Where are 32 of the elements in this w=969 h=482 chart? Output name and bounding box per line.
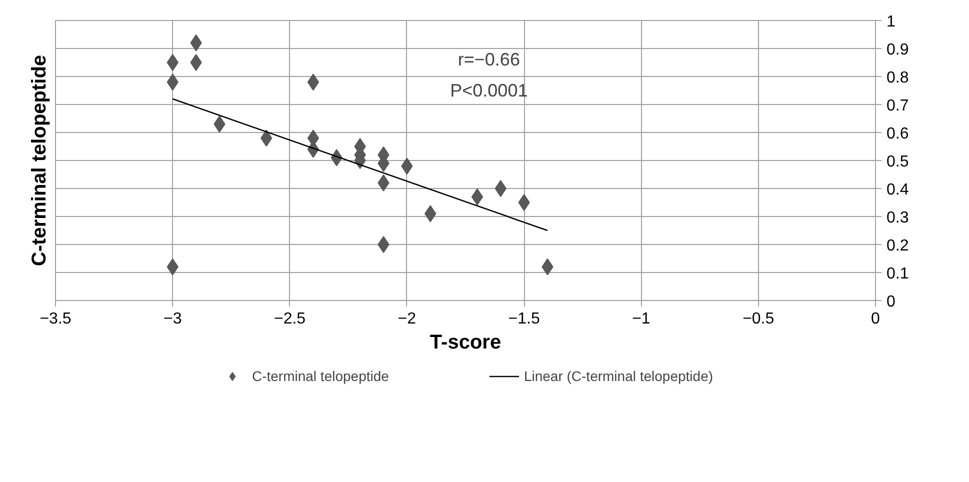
x-tick-label: −3.5	[40, 310, 72, 328]
point	[471, 188, 484, 206]
y-tick-label: 0.5	[886, 154, 909, 170]
y-tick-label: 0.3	[886, 210, 909, 226]
x-tick-label: −3	[164, 310, 182, 328]
y-tick-label: 0.1	[886, 266, 909, 282]
x-axis-title: T-score	[430, 332, 502, 354]
y-tick-label: 0.6	[886, 126, 909, 142]
legend-label: Linear (C-terminal telopeptide)	[524, 368, 714, 384]
x-tick-label: 0	[871, 310, 880, 328]
annotation: r=−0.66	[458, 50, 520, 70]
annotation: P<0.0001	[450, 80, 528, 100]
point	[166, 54, 178, 71]
x-tick-label: −1.5	[508, 310, 540, 328]
x-tick-label: −0.5	[742, 310, 774, 328]
legend-label: C-terminal telopeptide	[252, 368, 389, 384]
point	[378, 236, 390, 253]
y-tick-label: 0.9	[886, 42, 909, 58]
point	[307, 74, 320, 91]
x-tick-label: −2	[398, 310, 416, 328]
y-tick-label: 0	[886, 294, 896, 310]
x-tick-label: −2.5	[274, 310, 306, 328]
y-tick-label: 0.8	[886, 70, 909, 86]
y-tick-label: 1	[886, 14, 896, 30]
y-tick-label: 0.4	[886, 182, 909, 198]
x-tick-label: −1	[632, 310, 650, 328]
y-axis-title: C-terminal telopeptide	[28, 54, 50, 266]
y-tick-label: 0.2	[886, 238, 909, 254]
point	[494, 180, 506, 197]
y-tick-label: 0.7	[886, 98, 909, 114]
point	[518, 194, 530, 211]
point	[190, 54, 202, 71]
